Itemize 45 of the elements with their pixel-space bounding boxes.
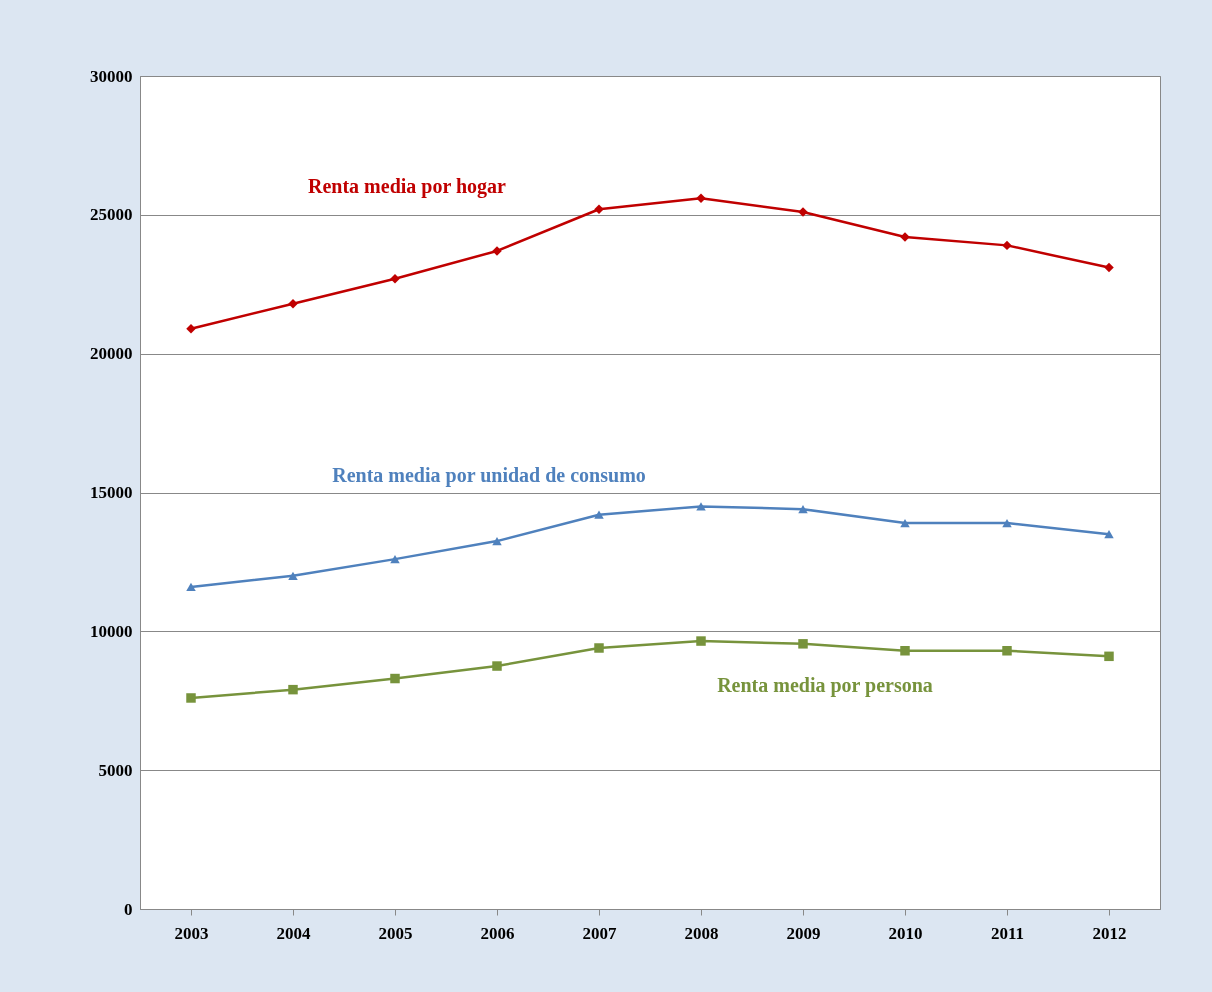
y-tick-label: 0 [124, 899, 133, 919]
point [186, 693, 196, 703]
x-tick-label: 2011 [990, 923, 1025, 943]
point [288, 684, 298, 695]
y-tick-label: 10000 [90, 621, 133, 641]
point [1104, 651, 1114, 662]
point [1104, 262, 1114, 273]
y-tick-label: 15000 [90, 483, 133, 502]
point [594, 643, 604, 653]
point [492, 536, 502, 546]
y-tick-label: 20000 [90, 344, 133, 364]
series-label: Renta media por unidad de consumo [332, 464, 646, 488]
text: Renta media por hogar [308, 174, 507, 198]
x-tick-label: 2012 [1092, 923, 1127, 943]
point [1104, 530, 1114, 539]
y-tick-label: 5000 [98, 760, 133, 780]
point [1002, 646, 1012, 656]
series-label: Renta media por persona [717, 673, 933, 697]
point [492, 661, 502, 671]
point [186, 323, 196, 334]
point [1002, 518, 1012, 528]
point [390, 273, 400, 284]
x-tick-label: 2007 [582, 923, 617, 943]
x-tick-label: 2005 [378, 923, 413, 943]
point [900, 646, 910, 656]
point [696, 636, 706, 646]
point [900, 518, 910, 528]
point [798, 505, 808, 514]
x-tick-label: 2008 [684, 923, 719, 943]
point [288, 571, 298, 580]
y-tick-label: 30000 [90, 66, 133, 86]
point [288, 298, 298, 309]
point [390, 555, 400, 564]
x-tick-label: 2009 [786, 923, 821, 943]
point [798, 639, 808, 649]
x-tick-label: 2010 [888, 923, 923, 943]
y-tick-label: 25000 [90, 205, 133, 225]
point [186, 582, 196, 592]
point [1002, 240, 1012, 251]
x-tick-label: 2004 [276, 923, 311, 943]
point [594, 204, 604, 215]
point [390, 673, 400, 684]
x-tick-label: 2003 [174, 923, 209, 943]
point [594, 510, 604, 519]
x-tick-label: 2006 [480, 923, 515, 943]
